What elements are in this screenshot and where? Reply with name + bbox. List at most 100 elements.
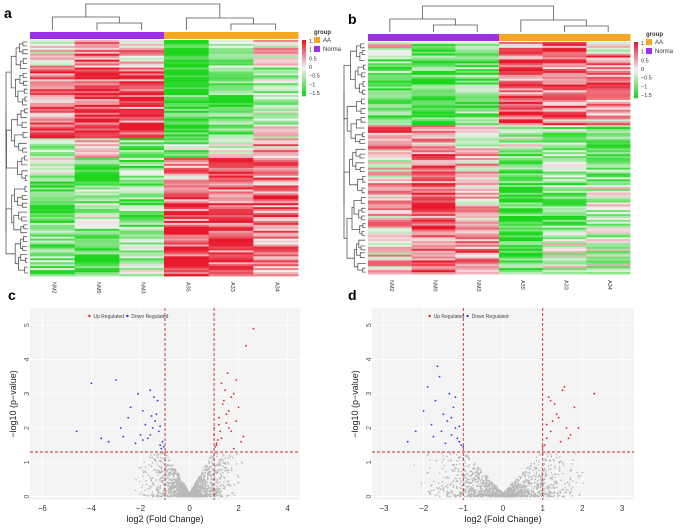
dendrogram-link <box>353 249 358 268</box>
point-not-significant <box>216 487 218 490</box>
point-not-significant <box>559 456 561 458</box>
heatmap-cell <box>119 110 165 114</box>
point-not-significant <box>230 484 232 487</box>
point-not-significant <box>551 475 554 477</box>
point-not-significant <box>466 478 469 481</box>
point-up-regulated <box>555 413 558 416</box>
heatmap-cell <box>368 208 413 211</box>
point-not-significant <box>150 494 152 496</box>
heatmap-cell <box>455 161 500 165</box>
point-not-significant <box>461 474 463 477</box>
heatmap-cell <box>208 191 254 194</box>
heatmap-cell <box>586 185 631 188</box>
point-not-significant <box>180 489 182 492</box>
heatmap-cell <box>499 250 544 254</box>
heatmap-cell <box>164 203 210 206</box>
heatmap-cell <box>368 148 413 151</box>
heatmap-cell <box>164 159 210 163</box>
heatmap-cell <box>455 113 500 116</box>
point-not-significant <box>484 492 486 494</box>
point-not-significant <box>150 478 152 480</box>
heatmap-cell <box>542 127 587 130</box>
heatmap-cell <box>368 252 413 256</box>
point-not-significant <box>219 478 222 480</box>
point-not-significant <box>496 491 498 493</box>
point-not-significant <box>456 480 459 483</box>
point-not-significant <box>203 490 205 492</box>
heatmap-cell <box>30 222 76 226</box>
heatmap-cell <box>586 138 631 141</box>
heatmap-cell <box>208 256 254 259</box>
dendrogram-link <box>22 73 27 78</box>
point-not-significant <box>444 486 447 488</box>
point-not-significant <box>210 486 212 489</box>
point-down-regulated <box>444 442 447 445</box>
point-not-significant <box>470 492 473 495</box>
point-not-significant <box>176 492 179 495</box>
heatmap-cell <box>542 69 587 72</box>
heatmap-cell <box>542 63 587 66</box>
heatmap-cell <box>368 67 413 70</box>
heatmap-cell <box>586 187 631 190</box>
point-not-significant <box>530 489 532 492</box>
point-not-significant <box>473 479 475 481</box>
x-tick-label: −2 <box>136 504 146 513</box>
heatmap-cell <box>455 183 500 186</box>
dendrogram-link <box>355 119 365 129</box>
heatmap-cell <box>586 198 631 201</box>
heatmap-cell <box>411 100 456 103</box>
dendrogram-link <box>24 155 28 161</box>
point-not-significant <box>457 474 459 476</box>
heatmap-cell <box>586 161 631 165</box>
point-not-significant <box>551 495 553 498</box>
heatmap-cell <box>542 208 587 211</box>
heatmap-cell <box>586 146 631 149</box>
heatmap-cell <box>586 208 631 211</box>
point-not-significant <box>178 477 180 480</box>
dendrogram-link <box>359 225 363 234</box>
heatmap-cell <box>74 252 120 255</box>
heatmap-cell <box>119 179 165 182</box>
point-not-significant <box>228 484 230 487</box>
heatmap-cell <box>119 61 165 64</box>
point-not-significant <box>479 490 482 492</box>
heatmap-cell <box>542 167 587 170</box>
color-scale-step <box>634 84 638 88</box>
heatmap-cell <box>30 165 76 169</box>
heatmap-cell <box>586 221 631 225</box>
heatmap-cell <box>74 156 120 159</box>
heatmap-cell <box>208 254 254 257</box>
heatmap-cell <box>411 43 456 47</box>
heatmap-cell <box>411 72 456 76</box>
heatmap-cell <box>542 246 587 250</box>
color-scale-step <box>634 90 638 93</box>
point-not-significant <box>435 460 438 462</box>
heatmap-cell <box>164 79 210 82</box>
heatmap-cell <box>74 234 120 238</box>
heatmap-cell <box>208 232 254 236</box>
heatmap-cell <box>499 208 544 211</box>
color-scale-step <box>302 77 306 80</box>
heatmap-cell <box>30 177 76 181</box>
heatmap-b-cells <box>368 42 631 275</box>
heatmap-cell <box>455 49 500 53</box>
heatmap-cell <box>30 116 76 120</box>
point-not-significant <box>174 470 177 473</box>
heatmap-cell <box>368 121 413 124</box>
heatmap-cell <box>499 252 544 256</box>
point-not-significant <box>172 482 175 484</box>
heatmap-cell <box>74 83 120 86</box>
heatmap-cell <box>542 117 587 120</box>
point-not-significant <box>479 495 482 498</box>
heatmap-cell <box>455 55 500 58</box>
legend-label-down: Down Regulated <box>131 314 168 320</box>
heatmap-cell <box>74 215 120 218</box>
point-up-regulated <box>547 396 550 398</box>
point-not-significant <box>523 485 525 488</box>
dendrogram-link <box>359 153 366 159</box>
point-not-significant <box>224 457 227 459</box>
heatmap-cell <box>586 169 631 172</box>
heatmap-cell <box>253 81 299 84</box>
heatmap-cell <box>455 198 500 201</box>
heatmap-cell <box>368 76 413 80</box>
